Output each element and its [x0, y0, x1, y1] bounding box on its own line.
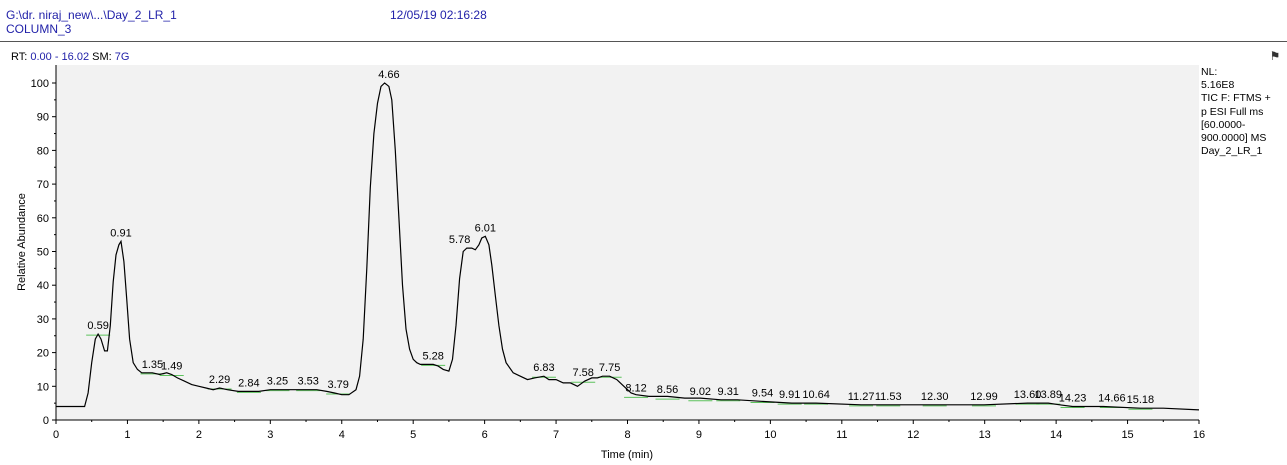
filter-line: p ESI Full ms [1201, 105, 1264, 118]
peak-label: 12.99 [970, 391, 998, 403]
x-tick-label: 15 [1121, 429, 1133, 441]
rt-range-value[interactable]: 0.00 - 16.02 [30, 51, 90, 63]
raw-file-name: Day_2_LR_1 [1201, 145, 1263, 158]
peak-label: 7.58 [572, 367, 593, 379]
peak-label: 9.02 [690, 386, 711, 398]
x-tick-label: 12 [907, 429, 919, 441]
x-tick-label: 0 [53, 429, 59, 441]
x-tick-label: 2 [196, 429, 202, 441]
y-tick-label: 10 [37, 381, 49, 393]
peak-label: 13.89 [1035, 389, 1063, 401]
x-tick-label: 6 [482, 429, 488, 441]
filter-line: 900.0000] MS [1201, 132, 1267, 145]
peak-label: 1.49 [161, 361, 182, 373]
peak-label: 11.27 [848, 391, 875, 403]
peak-label: 0.91 [110, 227, 131, 239]
peak-label: 3.53 [297, 376, 318, 388]
peak-label: 6.83 [533, 362, 554, 374]
x-tick-label: 9 [696, 429, 702, 441]
peak-label: 8.56 [657, 384, 678, 396]
header-divider [0, 41, 1287, 42]
peak-label: 12.30 [921, 391, 949, 403]
x-tick-label: 16 [1193, 429, 1205, 441]
peak-label: 15.18 [1127, 394, 1155, 406]
plot-area [56, 65, 1199, 420]
smoothing-value[interactable]: 7G [114, 51, 130, 63]
x-tick-label: 14 [1050, 429, 1062, 441]
y-axis-title: Relative Abundance [16, 193, 28, 291]
y-tick-label: 40 [37, 280, 49, 292]
x-tick-label: 13 [979, 429, 991, 441]
x-tick-label: 4 [339, 429, 345, 441]
y-tick-label: 0 [43, 415, 49, 427]
nl-label: NL: [1201, 66, 1218, 78]
x-tick-label: 3 [267, 429, 273, 441]
y-tick-label: 90 [37, 112, 49, 124]
peak-label: 9.54 [752, 387, 773, 399]
peak-label: 9.31 [718, 386, 739, 398]
range-bar: RT: 0.00 - 16.02 SM: 7G [11, 51, 129, 63]
peak-label: 0.59 [87, 320, 108, 332]
x-tick-label: 7 [553, 429, 559, 441]
acquisition-datetime: 12/05/19 02:16:28 [390, 8, 487, 22]
peak-label: 4.66 [378, 69, 399, 81]
peak-label: 5.78 [449, 234, 470, 246]
peak-label: 14.66 [1098, 393, 1126, 405]
x-axis-title: Time (min) [601, 449, 653, 461]
nl-value: 5.16E8 [1201, 79, 1235, 92]
filter-line: [60.0000- [1201, 118, 1246, 131]
peak-label: 3.79 [327, 379, 348, 391]
y-tick-label: 50 [37, 247, 49, 259]
x-axis-ticks: 0 1 2 3 4 5 6 7 8 9 10 11 12 13 14 15 16 [53, 420, 1205, 441]
x-tick-label: 8 [624, 429, 630, 441]
peak-label: 8.12 [625, 382, 646, 394]
scan-info-panel: NL: 5.16E8 TIC F: FTMS + p ESI Full ms [… [1201, 66, 1285, 158]
peak-label: 13.60 [1014, 389, 1042, 401]
peak-label: 3.25 [267, 376, 288, 388]
x-tick-label: 1 [124, 429, 130, 441]
tic-trace [56, 82, 1200, 411]
peak-label: 2.29 [209, 374, 230, 386]
sm-label: SM: [92, 51, 112, 63]
rt-label: RT: [11, 51, 28, 63]
peak-label-layer: 0.59 0.91 1.351.49 2.29 2.84 3.25 3.53 3.79 4.66… [87, 69, 1154, 406]
peak-label: 1.35 [142, 359, 163, 371]
peak-label: 14.23 [1059, 393, 1087, 405]
x-tick-label: 11 [836, 429, 847, 441]
peak-label: 7.75 [599, 362, 620, 374]
peak-label: 5.28 [422, 350, 443, 362]
y-tick-label: 60 [37, 213, 49, 225]
y-tick-label: 80 [37, 145, 49, 157]
peak-label: 2.84 [238, 377, 259, 389]
y-tick-label: 30 [37, 314, 49, 326]
x-tick-label: 5 [410, 429, 416, 441]
peak-label: 10.64 [802, 389, 830, 401]
filter-line: TIC F: FTMS + [1201, 92, 1271, 105]
y-tick-label: 100 [31, 78, 49, 90]
y-tick-label: 20 [37, 348, 49, 360]
peak-label: 6.01 [475, 222, 496, 234]
x-tick-label: 10 [764, 429, 776, 441]
pin-icon[interactable]: ⚑ [1269, 49, 1281, 63]
y-axis-ticks: 0 10 20 30 40 50 60 70 80 90 100 [31, 78, 56, 427]
y-tick-label: 70 [37, 179, 49, 191]
file-path-text: G:\dr. niraj_new\...\Day_2_LR_1 [6, 8, 177, 22]
column-name-text: COLUMN_3 [6, 22, 72, 36]
peak-label: 9.91 [779, 389, 800, 401]
peak-label: 11.53 [875, 391, 902, 403]
